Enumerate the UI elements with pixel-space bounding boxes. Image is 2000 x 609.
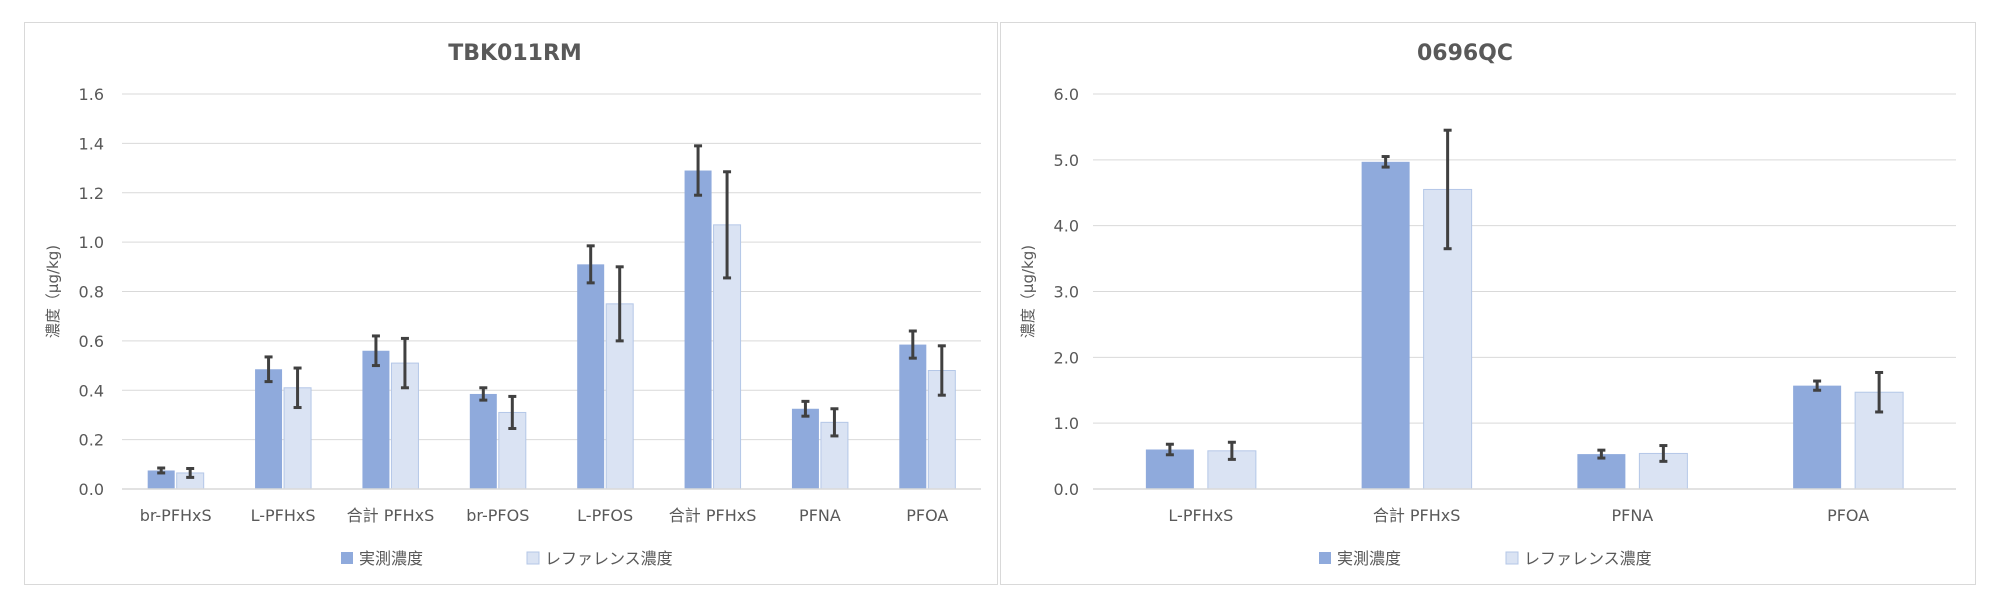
left-bar-measured	[577, 264, 605, 489]
left-y-axis-label: 濃度（μg/kg)	[44, 245, 62, 338]
right-bar-measured	[1361, 161, 1410, 489]
left-bar-measured	[791, 408, 819, 489]
left-y-tick-label: 0.2	[79, 431, 104, 450]
bar-chart-right: 0696QC 0.0 1.0 2.0 3.0 4.0 5.0 6.0 濃度（μg/kg) L-PF…	[1019, 41, 1956, 568]
left-y-tick-label: 0.8	[79, 283, 104, 302]
right-bar-measured	[1577, 454, 1626, 489]
left-y-tick-label: 1.4	[79, 134, 104, 153]
right-y-tick-label: 5.0	[1054, 151, 1079, 170]
left-bar-measured	[899, 344, 927, 489]
right-x-tick-label: L-PFHxS	[1168, 506, 1233, 525]
right-x-tick-label: 合計 PFHxS	[1373, 506, 1461, 525]
left-chart-title: TBK011RM	[448, 41, 582, 66]
left-y-tick-label: 1.0	[79, 233, 104, 252]
right-y-tick-label: 6.0	[1054, 85, 1079, 104]
chart-panel-right: 0696QC 0.0 1.0 2.0 3.0 4.0 5.0 6.0 濃度（μg/kg) L-PF…	[1000, 22, 1976, 585]
left-x-tick-label: L-PFOS	[577, 506, 633, 525]
left-bar-measured	[684, 170, 712, 489]
right-x-tick-label: PFOA	[1827, 506, 1869, 525]
right-y-tick-label: 0.0	[1054, 480, 1079, 499]
left-legend-label-measured: 実測濃度	[359, 549, 423, 568]
left-x-tick-label: L-PFHxS	[251, 506, 316, 525]
left-bar-measured	[147, 470, 175, 489]
left-x-tick-label: 合計 PFHxS	[669, 506, 757, 525]
left-y-tick-label: 0.4	[79, 381, 104, 400]
right-legend-label-reference: レファレンス濃度	[1524, 549, 1652, 568]
right-y-axis-label: 濃度（μg/kg)	[1019, 245, 1037, 338]
right-y-tick-label: 4.0	[1054, 217, 1079, 236]
chart-panel-left: TBK011RM 0.0 0.2 0.4 0.6 0.8 1.0 1.2 1.4 1.6 濃度（μg…	[24, 22, 998, 585]
left-bar-measured	[469, 393, 497, 489]
right-y-tick-label: 2.0	[1054, 348, 1079, 367]
left-y-tick-label: 0.6	[79, 332, 104, 351]
left-x-tick-label: PFNA	[799, 506, 841, 525]
bar-chart-left: TBK011RM 0.0 0.2 0.4 0.6 0.8 1.0 1.2 1.4 1.6 濃度（μg…	[44, 41, 981, 568]
left-bar-reference	[390, 362, 419, 490]
left-y-tick-label: 1.2	[79, 184, 104, 203]
right-legend-label-measured: 実測濃度	[1337, 549, 1401, 568]
left-x-tick-label: br-PFOS	[466, 506, 529, 525]
right-legend-swatch-reference	[1505, 551, 1519, 565]
left-x-tick-label: 合計 PFHxS	[347, 506, 435, 525]
right-y-tick-label: 1.0	[1054, 414, 1079, 433]
left-y-tick-label: 1.6	[79, 85, 104, 104]
left-legend-swatch-reference	[526, 551, 540, 565]
right-y-tick-label: 3.0	[1054, 283, 1079, 302]
right-chart-title: 0696QC	[1417, 41, 1513, 66]
left-legend-swatch-measured	[341, 552, 353, 564]
left-y-tick-label: 0.0	[79, 480, 104, 499]
right-legend-swatch-measured	[1319, 552, 1331, 564]
left-x-tick-label: PFOA	[906, 506, 948, 525]
right-x-tick-label: PFNA	[1611, 506, 1653, 525]
left-x-tick-label: br-PFHxS	[140, 506, 212, 525]
right-bar-measured	[1793, 385, 1842, 489]
left-bar-measured	[255, 369, 283, 489]
left-bar-measured	[362, 350, 390, 489]
left-legend-label-reference: レファレンス濃度	[545, 549, 673, 568]
